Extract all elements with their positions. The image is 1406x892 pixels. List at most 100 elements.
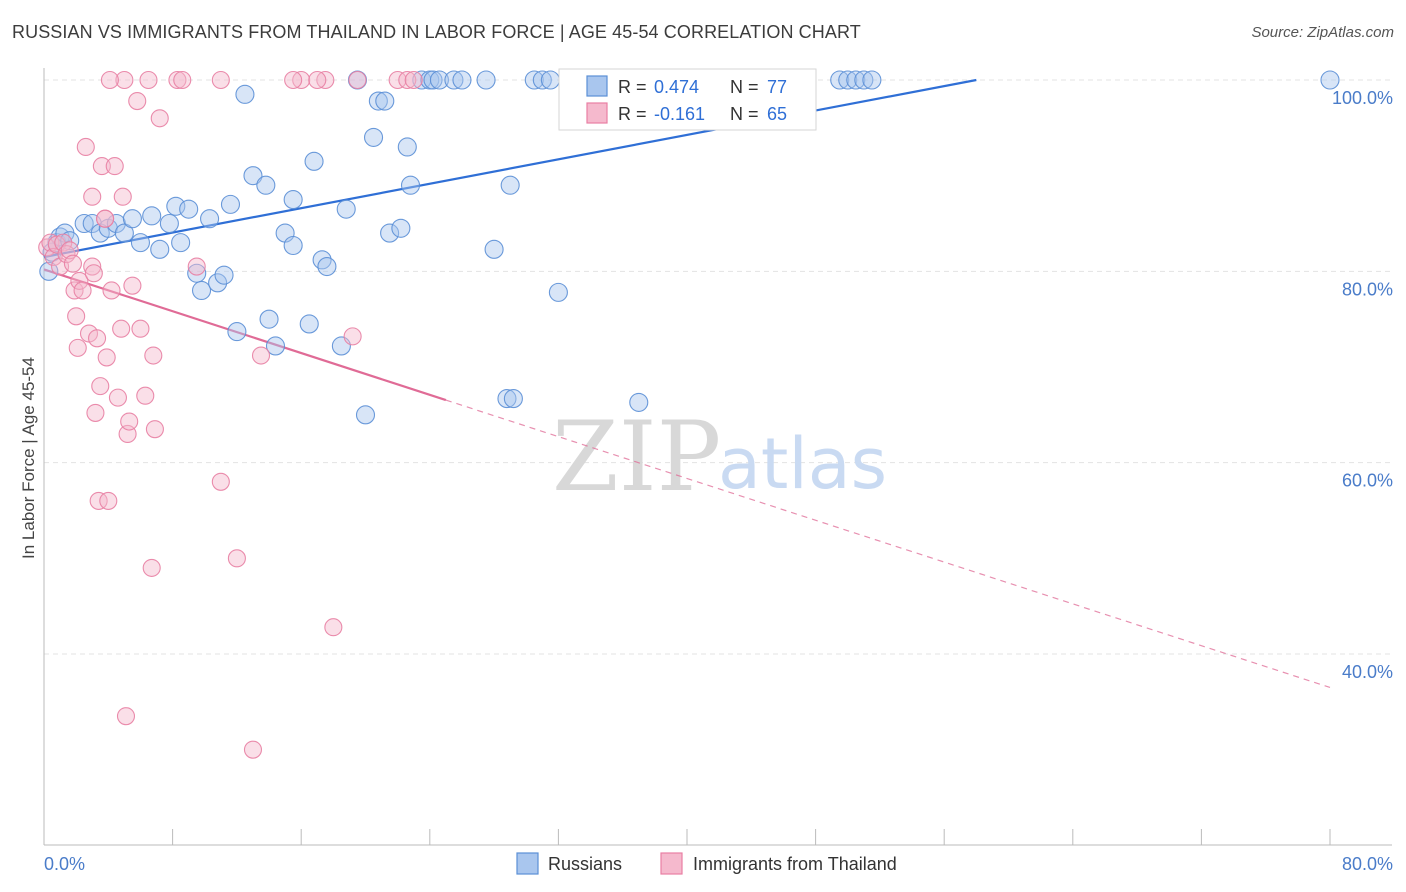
point-thailand [145, 420, 164, 439]
point-thailand [41, 233, 60, 252]
point-russians [629, 392, 649, 412]
point-thailand [348, 70, 367, 90]
y-tick-label: 100.0% [1332, 88, 1393, 108]
point-russians [220, 194, 241, 214]
point-russians [283, 235, 303, 256]
point-thailand [404, 70, 423, 90]
point-russians [336, 199, 356, 219]
point-russians [235, 84, 255, 104]
point-thailand [102, 281, 121, 300]
point-russians [243, 166, 263, 186]
point-thailand [398, 70, 417, 90]
point-thailand [343, 327, 362, 346]
point-thailand [84, 264, 103, 283]
stats-r-label-thailand: R = [618, 104, 647, 124]
stats-box: R = 0.474 N = 77 R = -0.161 N = 65 [558, 68, 817, 131]
watermark-zip: ZIP [552, 401, 721, 513]
point-thailand [92, 157, 111, 176]
point-russians [452, 70, 472, 90]
point-russians [130, 233, 150, 253]
point-thailand [70, 271, 89, 290]
point-russians [259, 309, 279, 329]
point-russians [497, 389, 517, 409]
point-thailand [97, 348, 116, 367]
point-russians [862, 70, 882, 90]
point-russians [444, 70, 464, 90]
point-russians [39, 261, 59, 281]
legend-swatch-thailand [660, 852, 683, 875]
tick-labels: 100.0% 80.0% 60.0% 40.0% 0.0% 80.0% [44, 88, 1393, 874]
legend: Russians Immigrants from Thailand [516, 852, 897, 875]
point-thailand [112, 319, 131, 338]
y-tick-label: 40.0% [1342, 662, 1393, 682]
point-russians [524, 70, 544, 90]
stats-n-value-thailand: 65 [767, 104, 787, 124]
point-thailand [91, 377, 110, 396]
stats-r-value-russians: 0.474 [654, 77, 699, 97]
point-russians [179, 199, 199, 219]
gridlines [44, 79, 1392, 655]
point-russians [150, 239, 170, 259]
point-thailand [120, 412, 139, 431]
point-thailand [73, 281, 92, 300]
point-thailand [87, 329, 107, 348]
point-thailand [67, 307, 86, 326]
point-thailand [168, 70, 187, 90]
point-russians [548, 282, 568, 302]
stats-n-label-thailand: N = [730, 104, 759, 124]
point-thailand [324, 618, 343, 637]
point-russians [74, 213, 94, 234]
point-russians [171, 233, 191, 253]
legend-label-thailand: Immigrants from Thailand [693, 854, 897, 874]
chart-title: RUSSIAN VS IMMIGRANTS FROM THAILAND IN L… [12, 22, 861, 42]
legend-label-russians: Russians [548, 854, 622, 874]
point-russians [114, 223, 134, 243]
point-thailand [86, 403, 105, 422]
point-russians [854, 70, 874, 90]
point-thailand [144, 346, 163, 365]
point-russians [317, 256, 337, 277]
point-thailand [123, 276, 142, 295]
point-russians [363, 127, 384, 147]
point-russians [540, 70, 560, 90]
point-russians [191, 280, 212, 301]
point-thailand [308, 70, 327, 90]
point-thailand [115, 70, 134, 90]
point-russians [400, 175, 421, 195]
point-thailand [96, 209, 115, 228]
trend-lines [43, 78, 1331, 689]
point-russians [312, 250, 332, 270]
point-thailand [173, 70, 192, 90]
stats-r-label-russians: R = [618, 77, 647, 97]
y-tick-label: 60.0% [1342, 471, 1393, 491]
point-russians [846, 70, 866, 90]
point-thailand [54, 233, 73, 252]
point-russians [256, 175, 276, 195]
point-thailand [128, 91, 147, 111]
point-russians [1320, 70, 1340, 90]
point-russians [397, 137, 417, 157]
point-russians [142, 206, 162, 226]
point-thailand [211, 472, 230, 491]
point-thailand [89, 491, 108, 510]
data-points [38, 70, 1340, 759]
point-russians [227, 322, 247, 342]
point-thailand [284, 70, 303, 90]
point-thailand [136, 386, 155, 405]
point-russians [122, 209, 142, 229]
legend-swatch-russians [516, 852, 539, 875]
point-thailand [108, 388, 127, 407]
watermark: ZIP atlas [552, 401, 887, 513]
point-thailand [142, 558, 161, 577]
point-russians [368, 91, 388, 111]
point-thailand [83, 187, 102, 206]
point-thailand [63, 254, 82, 273]
axes [43, 68, 1392, 846]
point-russians [265, 336, 286, 356]
point-thailand [388, 70, 407, 90]
y-axis-label: In Labor Force | Age 45-54 [19, 357, 38, 559]
point-thailand [187, 257, 206, 276]
point-russians [476, 70, 496, 90]
point-thailand [113, 187, 132, 206]
point-thailand [131, 319, 150, 338]
